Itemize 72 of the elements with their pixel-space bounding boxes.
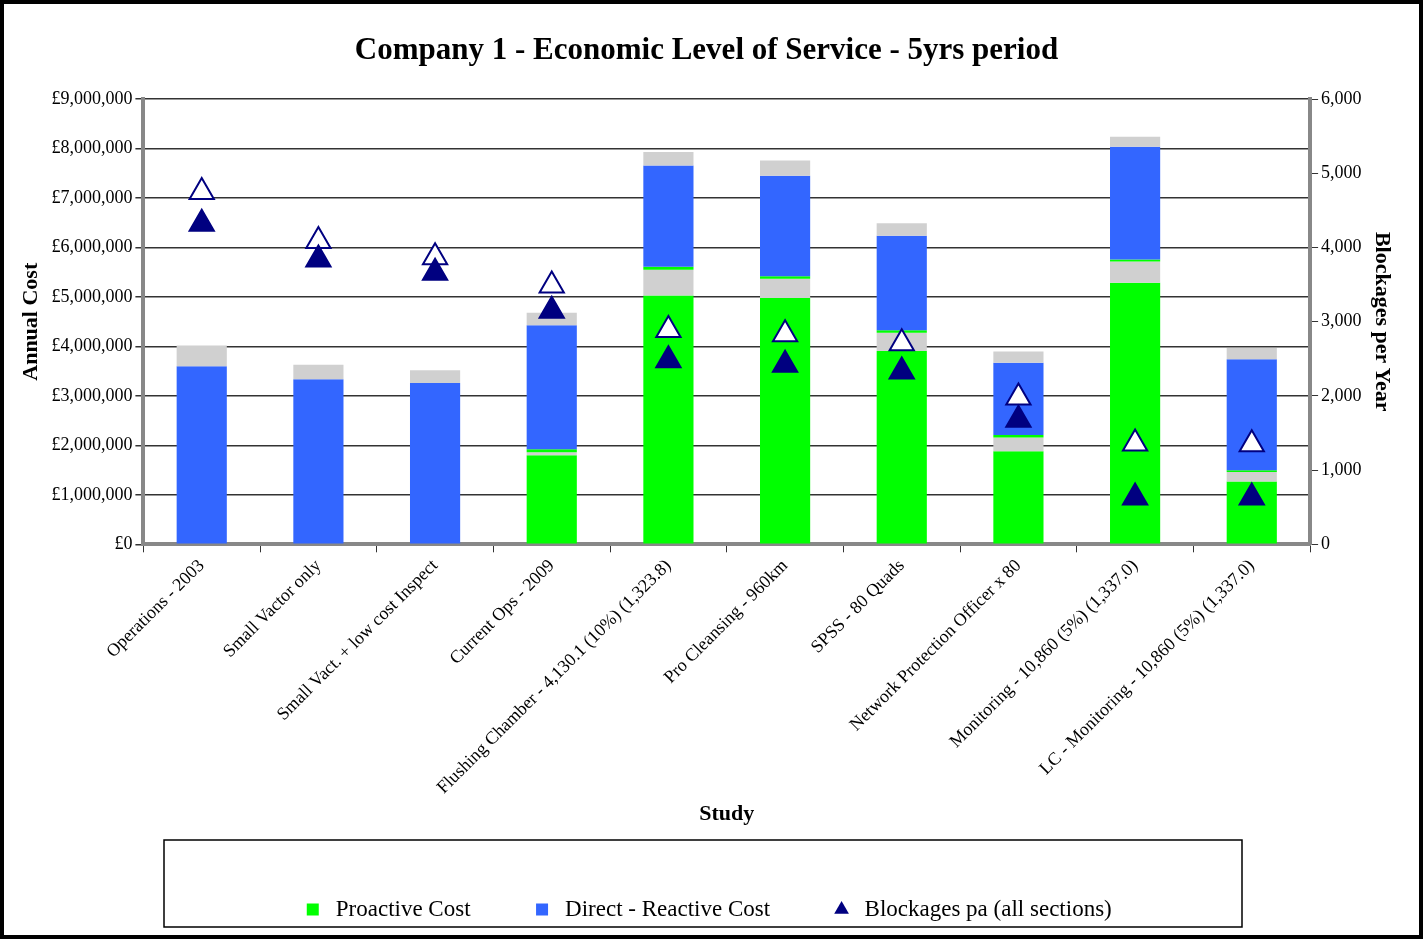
bar bbox=[876, 223, 927, 236]
point bbox=[655, 345, 682, 369]
bar bbox=[176, 366, 227, 544]
x-axis-title: Study bbox=[699, 800, 755, 826]
point bbox=[1005, 404, 1032, 428]
bar bbox=[1110, 282, 1161, 544]
chart-title: Company 1 - Economic Level of Service - 5yrs period bbox=[354, 30, 1059, 66]
y2-tick-label: 1,000 bbox=[1321, 458, 1362, 479]
point bbox=[1238, 429, 1265, 453]
y2-tick-label: 0 bbox=[1321, 533, 1331, 554]
bar bbox=[643, 165, 694, 267]
point bbox=[1121, 482, 1149, 506]
point bbox=[421, 257, 449, 281]
y-tick-label: £8,000,000 bbox=[51, 137, 133, 158]
y-axis-title: Annual Cost bbox=[16, 262, 42, 381]
bar bbox=[409, 370, 461, 384]
y2-tick-label: 2,000 bbox=[1321, 384, 1362, 405]
point bbox=[305, 244, 332, 268]
point bbox=[188, 176, 215, 200]
bar bbox=[993, 351, 1044, 363]
bar bbox=[643, 266, 694, 270]
bar bbox=[643, 269, 694, 296]
y-tick-label: £9,000,000 bbox=[51, 87, 133, 108]
bar bbox=[1226, 359, 1277, 471]
y2-axis-title: Blockages per Year bbox=[1371, 231, 1397, 412]
y-tick-label: £5,000,000 bbox=[51, 285, 133, 306]
y2-tick-label: 6,000 bbox=[1321, 87, 1362, 108]
y2-tick-label: 3,000 bbox=[1321, 310, 1362, 331]
y-tick-label: £3,000,000 bbox=[51, 384, 133, 405]
bar bbox=[1110, 146, 1161, 260]
bar bbox=[643, 295, 694, 544]
bar bbox=[760, 298, 811, 544]
bar bbox=[293, 379, 344, 544]
bar bbox=[1110, 261, 1161, 283]
bar bbox=[176, 345, 227, 367]
point bbox=[771, 349, 799, 373]
y2-tick-label: 5,000 bbox=[1321, 162, 1362, 183]
point bbox=[655, 314, 682, 338]
y-tick-label: £6,000,000 bbox=[51, 236, 133, 257]
bar bbox=[993, 451, 1044, 544]
bar bbox=[876, 235, 927, 331]
bar bbox=[1226, 472, 1277, 482]
bar bbox=[409, 383, 461, 544]
y-tick-label: £1,000,000 bbox=[51, 483, 133, 504]
y-tick-label: £7,000,000 bbox=[51, 186, 133, 207]
bar bbox=[760, 160, 811, 176]
point bbox=[888, 328, 915, 352]
bar bbox=[643, 152, 694, 166]
legend-label: Direct - Reactive Cost bbox=[565, 895, 771, 921]
y-tick-label: £4,000,000 bbox=[51, 335, 133, 356]
bar bbox=[526, 325, 577, 450]
bar bbox=[1226, 347, 1277, 360]
bar bbox=[760, 175, 811, 277]
legend-label: Proactive Cost bbox=[335, 895, 472, 921]
point bbox=[1121, 428, 1149, 452]
point bbox=[538, 295, 565, 319]
legend-label: Blockages pa (all sections) bbox=[864, 895, 1112, 921]
y2-tick-label: 4,000 bbox=[1321, 236, 1362, 257]
point bbox=[188, 208, 215, 232]
y-tick-label: £2,000,000 bbox=[51, 434, 133, 455]
bar bbox=[293, 364, 344, 380]
bar bbox=[1110, 136, 1161, 147]
bar bbox=[876, 350, 927, 544]
bar bbox=[993, 437, 1044, 452]
point bbox=[1238, 482, 1265, 506]
point bbox=[771, 319, 799, 343]
bar bbox=[526, 455, 577, 544]
bar bbox=[760, 276, 811, 279]
bar bbox=[760, 278, 811, 299]
point bbox=[888, 356, 915, 380]
point bbox=[538, 270, 565, 294]
y-tick-label: £0 bbox=[114, 533, 133, 554]
